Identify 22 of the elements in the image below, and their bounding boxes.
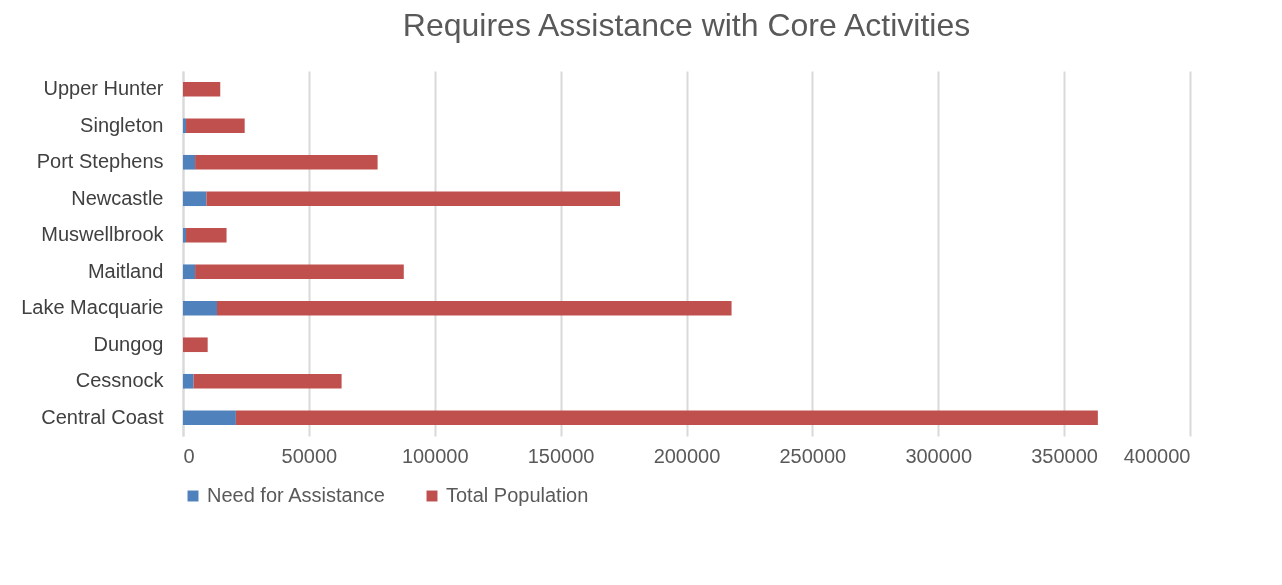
y-tick-label: Central Coast <box>41 405 164 428</box>
x-tick-label: 200000 <box>653 444 721 467</box>
x-tick-label: 400000 <box>1123 444 1191 467</box>
legend-label: Total Population <box>446 484 589 506</box>
y-tick-label: Upper Hunter <box>43 77 164 100</box>
y-tick-label: Singleton <box>80 113 164 136</box>
y-tick-label: Muswellbrook <box>41 223 165 246</box>
y-tick-label: Maitland <box>87 259 164 282</box>
x-tick-label: 250000 <box>779 444 847 467</box>
y-tick-label: Dungog <box>93 332 164 355</box>
x-tick-label: 100000 <box>401 444 469 467</box>
y-tick-label: Port Stephens <box>36 150 164 173</box>
legend-label: Need for Assistance <box>207 484 385 506</box>
y-tick-label: Newcastle <box>71 186 164 209</box>
x-tick-label: 350000 <box>1031 444 1098 467</box>
x-tick-label: 150000 <box>527 444 595 467</box>
x-tick-label: 300000 <box>905 444 973 467</box>
x-tick-label: 0 <box>183 444 195 467</box>
y-tick-label: Cessnock <box>75 369 165 392</box>
x-tick-label: 50000 <box>281 444 338 467</box>
y-tick-label: Lake Macquarie <box>21 296 164 319</box>
chart-title: Requires Assistance with Core Activities <box>402 7 971 43</box>
